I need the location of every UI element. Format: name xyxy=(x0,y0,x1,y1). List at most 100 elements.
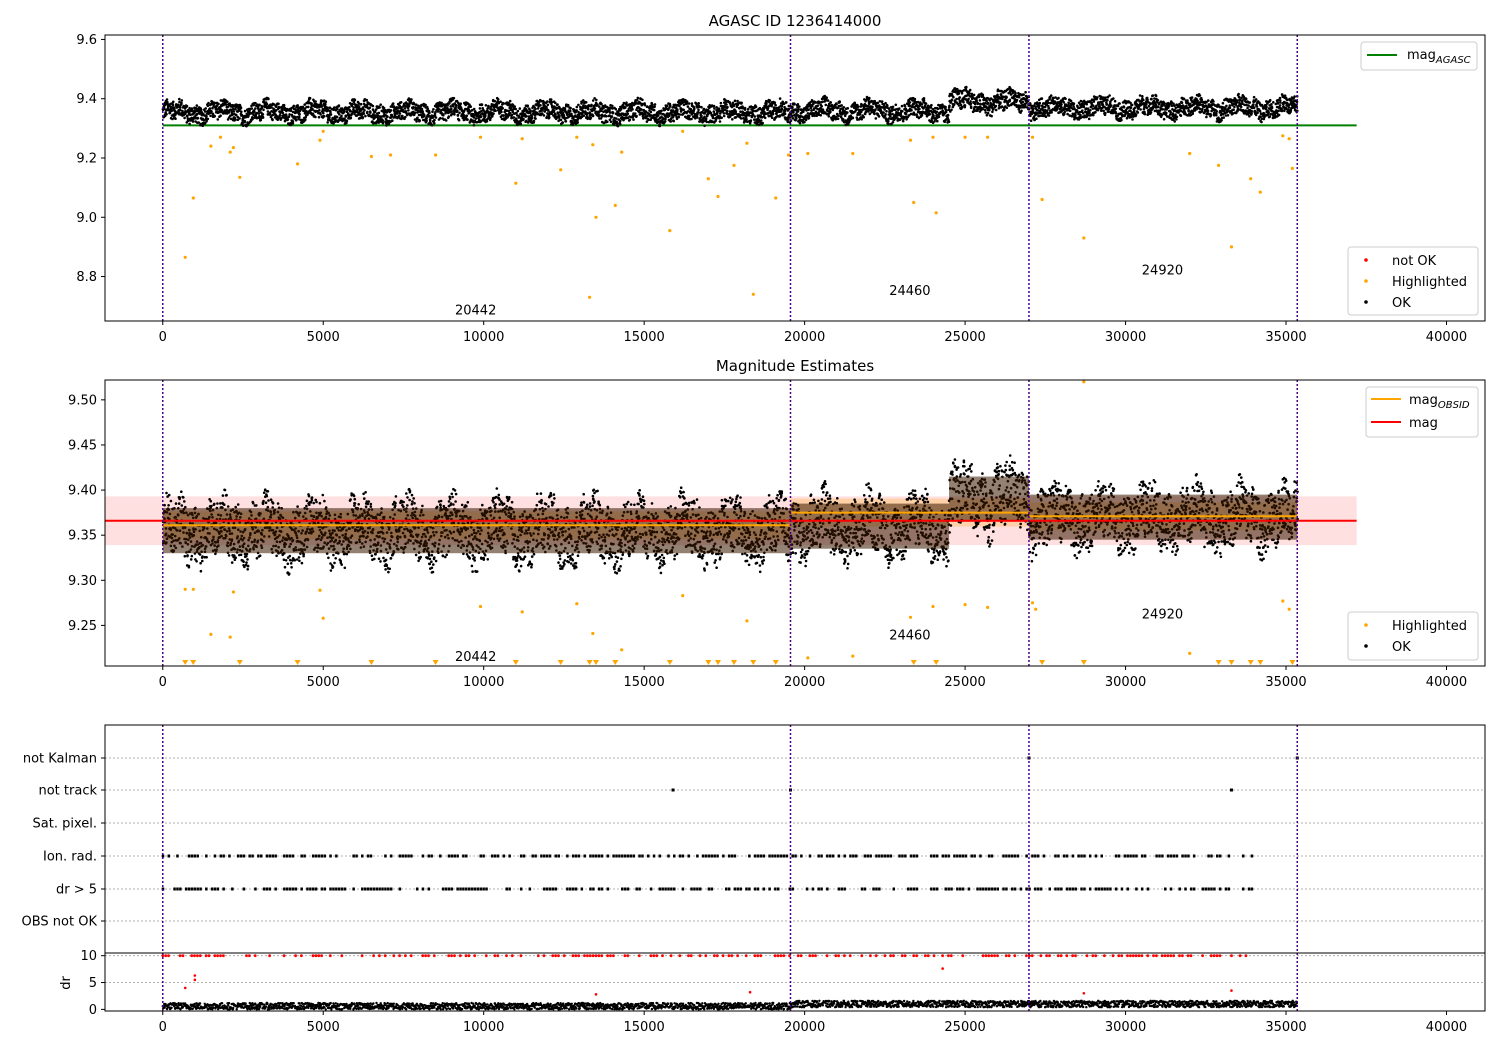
agasc-ok-point xyxy=(1005,106,1009,110)
agasc-ok-point xyxy=(290,106,293,110)
agasc-ok-point xyxy=(1171,112,1175,115)
agasc-ok-point xyxy=(536,107,540,110)
agasc-ok-point xyxy=(165,98,169,101)
agasc-ok-point xyxy=(385,124,388,127)
agasc-ok-point xyxy=(472,124,476,127)
agasc-ok-point xyxy=(920,103,924,106)
agasc-ok-point xyxy=(871,105,874,109)
agasc-ok-point xyxy=(1032,107,1035,110)
agasc-ok-point xyxy=(898,107,901,110)
agasc-ok-point xyxy=(322,111,325,115)
agasc-ok-point xyxy=(936,119,939,123)
agasc-ok-point xyxy=(348,105,351,109)
agasc-ok-point xyxy=(1248,115,1251,118)
agasc-highlighted-point xyxy=(520,137,524,141)
agasc-ok-point xyxy=(381,119,385,122)
agasc-ok-point xyxy=(1198,94,1202,97)
agasc-ok-point xyxy=(837,114,840,118)
agasc-ok-point xyxy=(952,103,956,106)
agasc-ok-point xyxy=(454,104,458,108)
agasc-ok-point xyxy=(1228,104,1232,107)
agasc-ok-point xyxy=(816,104,819,107)
agasc-ok-point xyxy=(234,118,237,121)
agasc-ok-point xyxy=(722,112,726,115)
agasc-ok-point xyxy=(752,109,755,113)
agasc-ok-point xyxy=(373,110,377,113)
agasc-ok-point xyxy=(318,106,321,109)
agasc-ok-point xyxy=(534,107,537,111)
agasc-ok-point xyxy=(1146,98,1149,102)
agasc-ok-point xyxy=(459,102,463,105)
agasc-ok-point xyxy=(1133,106,1137,110)
agasc-ok-point xyxy=(1120,118,1123,122)
agasc-ok-point xyxy=(278,113,282,117)
agasc-ok-point xyxy=(239,106,243,110)
agasc-ok-point xyxy=(978,99,982,102)
agasc-ok-point xyxy=(1175,118,1178,121)
agasc-ok-point xyxy=(798,105,801,108)
agasc-ok-point xyxy=(983,108,987,112)
agasc-ok-point xyxy=(1260,120,1263,124)
agasc-ok-point xyxy=(887,122,890,126)
agasc-ok-point xyxy=(501,107,505,110)
agasc-ok-point xyxy=(774,103,777,107)
agasc-ok-point xyxy=(1089,109,1092,112)
agasc-ok-point xyxy=(176,103,180,107)
agasc-ok-point xyxy=(514,107,517,111)
agasc-ok-point xyxy=(668,114,671,117)
agasc-ok-point xyxy=(745,117,748,121)
agasc-ok-point xyxy=(687,102,691,105)
agasc-ok-point xyxy=(462,114,466,117)
agasc-highlighted-point xyxy=(620,150,624,154)
agasc-ok-point xyxy=(600,102,603,106)
agasc-ok-point xyxy=(1132,109,1136,112)
agasc-ok-point xyxy=(946,113,950,117)
agasc-ok-point xyxy=(280,109,284,113)
agasc-ok-point xyxy=(759,119,763,122)
agasc-ok-point xyxy=(1100,109,1103,112)
agasc-ok-point xyxy=(616,122,619,126)
agasc-ok-point xyxy=(669,120,672,123)
agasc-ok-point xyxy=(641,102,644,106)
agasc-ok-point xyxy=(641,98,644,102)
agasc-ok-point xyxy=(682,108,685,112)
agasc-ok-point xyxy=(219,114,222,117)
agasc-ok-point xyxy=(357,105,361,108)
agasc-ok-point xyxy=(1254,98,1258,101)
agasc-ok-point xyxy=(439,116,442,120)
agasc-highlighted-point xyxy=(369,154,373,159)
agasc-ok-point xyxy=(314,100,317,103)
agasc-ok-point xyxy=(496,98,500,101)
agasc-ok-point xyxy=(243,120,247,123)
agasc-ok-point xyxy=(1221,101,1225,105)
agasc-ok-point xyxy=(1096,96,1099,99)
agasc-ok-point xyxy=(186,108,190,112)
agasc-ok-point xyxy=(690,102,694,105)
agasc-ok-point xyxy=(1094,110,1097,114)
agasc-ok-point xyxy=(311,112,315,115)
agasc-ok-point xyxy=(990,114,993,118)
agasc-ok-point xyxy=(697,102,700,105)
agasc-ok-point xyxy=(840,104,843,107)
agasc-ok-point xyxy=(955,97,958,101)
agasc-ok-point xyxy=(605,115,608,118)
agasc-ok-point xyxy=(1118,102,1121,105)
agasc-ok-point xyxy=(838,101,841,104)
agasc-ok-point xyxy=(1008,98,1012,102)
agasc-ok-point xyxy=(416,116,419,120)
agasc-ok-point xyxy=(434,116,438,119)
agasc-ok-point xyxy=(224,103,228,106)
agasc-ok-point xyxy=(311,107,314,111)
agasc-ok-point xyxy=(436,110,440,113)
agasc-ok-point xyxy=(1072,102,1076,105)
agasc-ok-point xyxy=(609,120,613,124)
agasc-ok-point xyxy=(478,107,482,110)
agasc-ok-point xyxy=(347,113,351,117)
agasc-ok-point xyxy=(625,101,628,104)
agasc-ok-point xyxy=(180,102,183,106)
agasc-ok-point xyxy=(431,110,434,113)
agasc-ok-point xyxy=(885,110,888,113)
agasc-ok-point xyxy=(704,117,708,120)
agasc-highlighted-point xyxy=(934,211,938,215)
agasc-ok-point xyxy=(532,119,536,123)
